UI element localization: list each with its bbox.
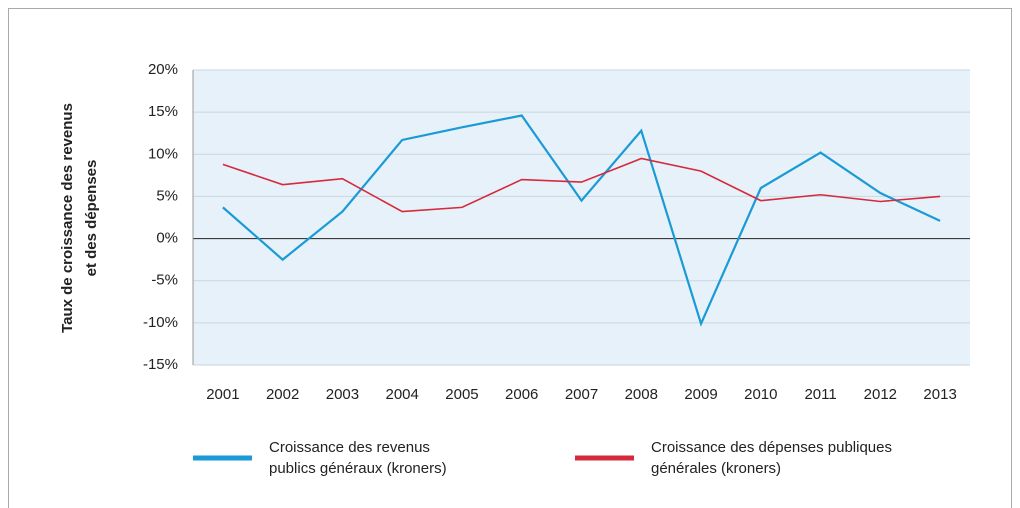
x-tick-label: 2007 bbox=[565, 386, 598, 403]
x-tick-label: 2003 bbox=[326, 386, 359, 403]
plot-area bbox=[193, 70, 970, 365]
series-line bbox=[222, 114, 941, 327]
legend-label: Croissance des dépenses publiques généra… bbox=[651, 439, 892, 477]
y-axis-label: et des dépenses bbox=[83, 160, 100, 277]
x-tick-label: 2008 bbox=[625, 386, 658, 403]
frame bbox=[8, 8, 1012, 508]
x-tick-label: 2013 bbox=[923, 386, 956, 403]
x-tick-label: 2002 bbox=[266, 386, 299, 403]
x-tick-label: 2012 bbox=[864, 386, 897, 403]
y-tick-label: -15% bbox=[143, 356, 178, 373]
y-tick-label: 20% bbox=[148, 61, 178, 78]
x-tick-label: 2005 bbox=[445, 386, 478, 403]
y-tick-label: -10% bbox=[143, 314, 178, 331]
x-tick-label: 2004 bbox=[386, 386, 419, 403]
y-tick-label: 5% bbox=[156, 187, 178, 204]
x-tick-label: 2006 bbox=[505, 386, 538, 403]
x-tick-label: 2009 bbox=[684, 386, 717, 403]
legend-label: Croissance des revenus publics généraux … bbox=[269, 439, 447, 477]
x-tick-label: 2010 bbox=[744, 386, 777, 403]
y-axis-label: Taux de croissance des revenus bbox=[59, 103, 76, 333]
series-line bbox=[222, 157, 941, 213]
y-tick-label: -5% bbox=[151, 272, 178, 289]
y-tick-label: 0% bbox=[156, 230, 178, 247]
y-tick-label: 15% bbox=[148, 103, 178, 120]
y-tick-label: 10% bbox=[148, 145, 178, 162]
x-tick-label: 2001 bbox=[206, 386, 239, 403]
x-tick-label: 2011 bbox=[804, 386, 836, 403]
